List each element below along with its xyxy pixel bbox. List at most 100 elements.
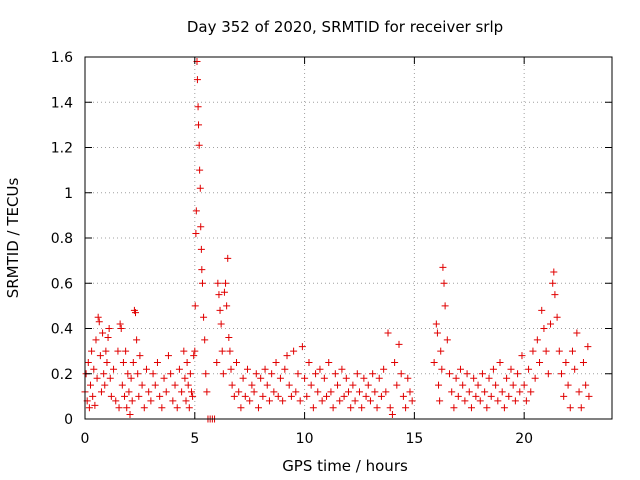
data-point — [518, 352, 526, 360]
data-point — [456, 365, 464, 373]
data-point — [149, 370, 157, 378]
data-point — [560, 392, 568, 400]
data-point — [169, 397, 177, 405]
data-point — [323, 392, 331, 400]
axis-ticks — [84, 56, 612, 420]
data-point — [395, 340, 403, 348]
data-point — [84, 358, 92, 366]
data-point — [95, 318, 103, 326]
data-point — [318, 397, 326, 405]
data-point — [399, 392, 407, 400]
data-point — [568, 347, 576, 355]
data-point — [237, 404, 245, 412]
data-point — [355, 388, 363, 396]
data-point — [200, 313, 208, 321]
data-point — [320, 374, 328, 382]
data-point — [175, 365, 183, 373]
data-point — [492, 381, 500, 389]
data-point — [579, 358, 587, 366]
data-point — [89, 392, 97, 400]
data-point — [360, 374, 368, 382]
data-point — [406, 388, 414, 396]
data-point — [198, 279, 206, 287]
data-point — [287, 392, 295, 400]
data-point — [301, 374, 309, 382]
y-tick-label: 1.6 — [51, 50, 73, 66]
data-point — [132, 309, 140, 317]
data-point — [296, 397, 304, 405]
y-tick-labels: 0 0.2 0.4 0.6 0.8 1 1.2 1.4 1.6 — [51, 50, 73, 428]
data-point — [223, 302, 231, 310]
data-point — [96, 352, 104, 360]
data-point — [371, 388, 379, 396]
data-point — [362, 392, 370, 400]
data-point — [550, 268, 558, 276]
data-point — [190, 352, 198, 360]
data-point — [104, 334, 112, 342]
data-point — [494, 397, 502, 405]
data-point — [215, 291, 223, 299]
data-point — [364, 381, 372, 389]
data-point — [135, 392, 143, 400]
data-point — [128, 397, 136, 405]
data-point — [544, 370, 552, 378]
data-point — [465, 388, 473, 396]
data-point — [216, 306, 224, 314]
y-axis-label: SRMTID / TECUs — [4, 178, 22, 299]
data-point — [114, 347, 122, 355]
data-point — [505, 392, 513, 400]
data-point — [85, 404, 93, 412]
data-point — [156, 392, 164, 400]
data-point — [91, 401, 99, 409]
data-point — [228, 381, 236, 389]
data-point — [503, 374, 511, 382]
data-point — [430, 358, 438, 366]
data-point — [498, 388, 506, 396]
data-point — [86, 381, 94, 389]
grid-lines — [85, 57, 612, 419]
data-point — [213, 358, 221, 366]
data-point — [151, 381, 159, 389]
data-point — [525, 365, 533, 373]
data-point — [218, 347, 226, 355]
data-point — [107, 392, 115, 400]
data-point — [180, 347, 188, 355]
data-point — [351, 397, 359, 405]
data-point — [115, 404, 123, 412]
data-point — [542, 347, 550, 355]
data-point — [203, 388, 211, 396]
data-point — [243, 365, 251, 373]
data-point — [184, 381, 192, 389]
data-point — [585, 392, 593, 400]
data-point — [189, 392, 197, 400]
data-point — [522, 397, 530, 405]
data-point — [582, 381, 590, 389]
data-point — [489, 365, 497, 373]
data-point — [577, 404, 585, 412]
data-point — [272, 358, 280, 366]
data-point — [507, 365, 515, 373]
data-point — [373, 404, 381, 412]
data-point — [533, 336, 541, 344]
y-tick-label: 1 — [64, 186, 73, 202]
data-point — [314, 388, 322, 396]
data-point — [153, 358, 161, 366]
data-point — [250, 388, 258, 396]
data-point — [382, 388, 390, 396]
data-point — [397, 370, 405, 378]
data-point — [562, 358, 570, 366]
data-point — [555, 347, 563, 355]
data-point — [226, 347, 234, 355]
data-point — [93, 374, 101, 382]
data-point — [553, 313, 561, 321]
data-point — [99, 329, 107, 337]
data-point — [186, 370, 194, 378]
data-point — [248, 381, 256, 389]
data-point — [325, 358, 333, 366]
x-tick-label: 15 — [405, 431, 423, 447]
data-point — [312, 370, 320, 378]
data-point — [305, 358, 313, 366]
data-point — [119, 358, 127, 366]
data-point — [219, 370, 227, 378]
